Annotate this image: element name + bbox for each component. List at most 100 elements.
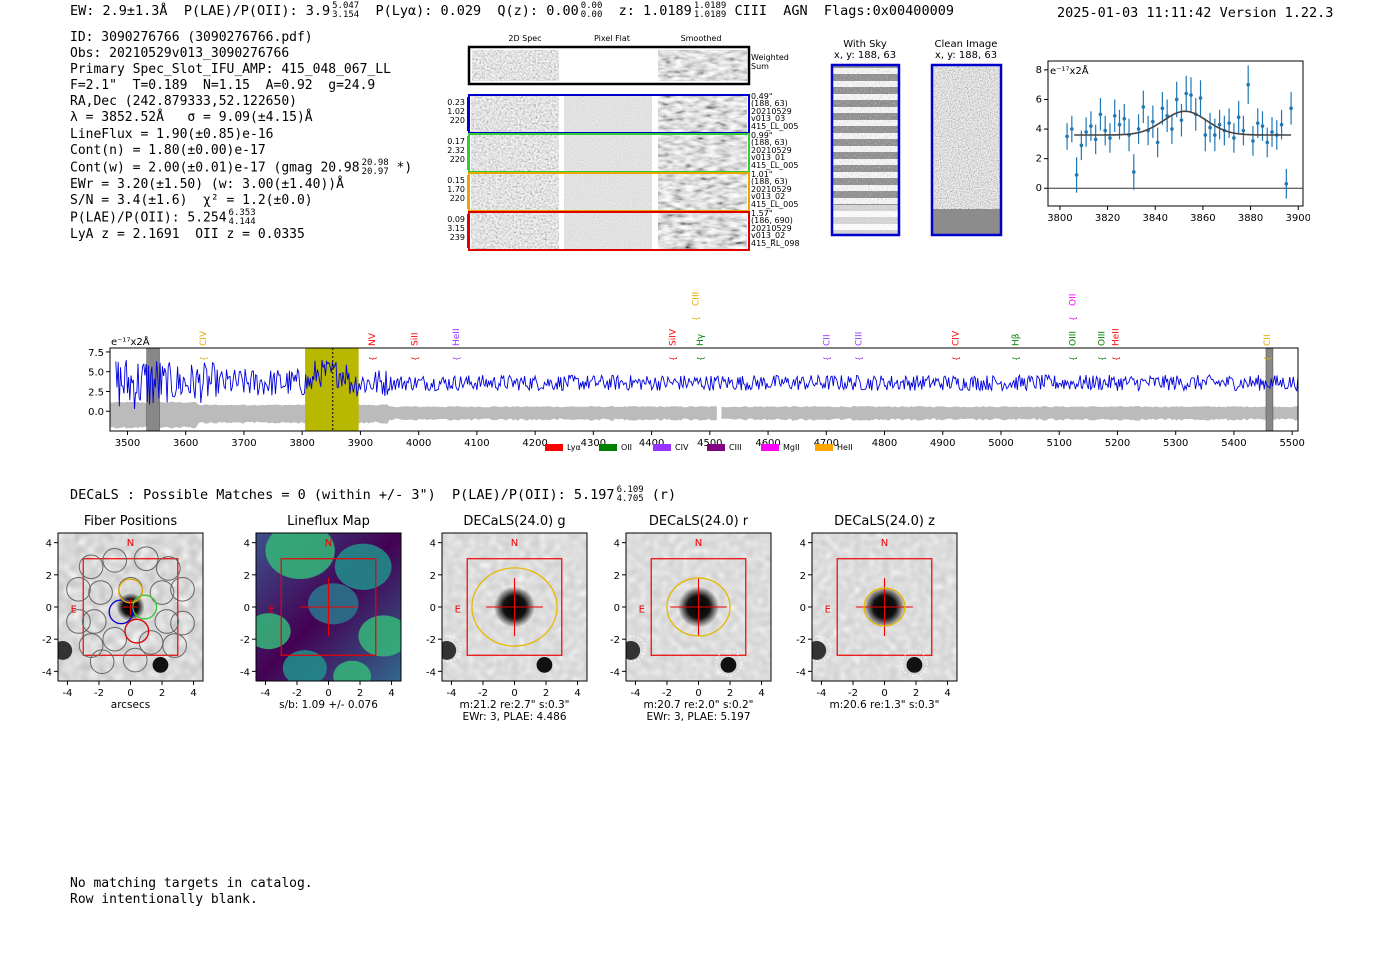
spectrum-xtick-label: 5500 — [1279, 438, 1304, 449]
zoom-xtick-label: 3860 — [1190, 213, 1215, 224]
line-label-bracket: { — [1112, 356, 1121, 361]
zoom-point — [1203, 133, 1208, 137]
spectrum-ytick-label: 2.5 — [88, 387, 104, 398]
legend-label: CIII — [729, 443, 742, 452]
note-blank: Row intentionally blank. — [70, 891, 258, 907]
fiber-footprint — [66, 576, 91, 602]
spectrum-xtick-label: 4900 — [930, 438, 955, 449]
observation: Obs: 20210529v013_3090276766 — [70, 46, 290, 62]
panel-xtick-label: -4 — [630, 688, 640, 699]
panel-xtick-label: -2 — [292, 688, 302, 699]
panel-ytick-label: 2 — [430, 571, 436, 582]
panel-xtick-label: 0 — [881, 688, 887, 699]
fiber-meta-date: 20210529 — [751, 185, 792, 194]
panel-xtick-label: 2 — [913, 688, 919, 699]
panel-lineflux-map: Lineflux Map N E -4 -4 -2 -2 0 0 2 2 4 4 s/b: 1.09 +/… — [240, 514, 402, 711]
spectrum-xtick-label: 3500 — [115, 438, 140, 449]
lineflux-blob — [282, 650, 327, 681]
zoom-point — [1189, 93, 1193, 97]
agn-flag: AGN — [783, 3, 808, 19]
fiber-footprint-highlight — [124, 618, 150, 644]
with-sky-title: With Sky — [843, 39, 887, 50]
spectrum-xtick-label: 4600 — [755, 438, 780, 449]
edge-source — [58, 640, 73, 660]
compass-east: E — [455, 605, 461, 616]
line-label-text: Hγ — [696, 333, 706, 346]
source-ellipse — [471, 567, 558, 647]
fiber-weight: 0.15 — [447, 176, 465, 185]
zoom-point — [1289, 106, 1293, 111]
legend-label: MgII — [783, 443, 800, 452]
clean-title: Clean Image — [935, 39, 998, 50]
spectrum-xtick-label: 5400 — [1221, 438, 1246, 449]
zoom-ytick-label: 8 — [1036, 65, 1042, 76]
aperture-box — [280, 558, 377, 656]
sum-label: Sum — [751, 62, 769, 71]
zoom-point — [1074, 173, 1079, 177]
panel-ytick-label: 2 — [46, 571, 52, 582]
panel-ytick-label: 2 — [800, 571, 806, 582]
spectrum-frame — [109, 347, 1299, 432]
panel-xtick-label: 2 — [543, 688, 549, 699]
zoom-ytick-label: 2 — [1036, 154, 1042, 165]
line-label-bracket: { — [1012, 356, 1021, 361]
zoom-point — [1174, 97, 1179, 102]
clean-image — [930, 63, 1003, 237]
panel-ytick-label: -4 — [796, 667, 806, 678]
fiber-meta-date: 20210529 — [751, 224, 792, 233]
panel-caption: m:21.2 re:2.7" s:0.3" — [460, 699, 570, 711]
detection-info: ID: 3090276766 (3090276766.pdf) Obs: 202… — [70, 30, 412, 243]
detection-id: ID: 3090276766 (3090276766.pdf) — [70, 30, 313, 45]
lya-z-line: LyA z = 2.1691 OII z = 0.0335 — [70, 226, 305, 242]
fiber-dist: 1.70 — [447, 185, 465, 194]
panel-decals-24-0-g: DECaLS(24.0) g N E -4 -4 -2 -2 0 0 2 2 4 4 m:21.2 re:… — [426, 514, 588, 723]
spectrum-ytick-label: 5.0 — [88, 368, 104, 379]
line-label-oiii: OIII { — [1098, 331, 1108, 361]
compass-east: E — [639, 605, 645, 616]
col-smoothed: Smoothed — [681, 34, 722, 43]
lineflux-blob — [256, 613, 291, 650]
compass-east: E — [825, 605, 831, 616]
zoom-point — [1246, 82, 1250, 87]
noise-gap — [716, 348, 722, 431]
fiber-meta-amp: 415_LL_005 — [751, 200, 798, 209]
fiber-meta-dist: 1.01" — [751, 170, 773, 179]
edge-source — [812, 640, 827, 660]
fiber-meta-shot: v013_03 — [751, 114, 785, 123]
edge-source — [626, 640, 641, 660]
fiber-weight: 0.17 — [447, 137, 465, 146]
panel-xtick-label: 4 — [944, 688, 950, 699]
fiber-dist: 1.02 — [447, 107, 465, 116]
panel-xtick-label: -2 — [478, 688, 488, 699]
line-label-bracket: { — [952, 356, 961, 361]
panel-xtick-label: -4 — [446, 688, 456, 699]
line-label-text: CIII — [691, 292, 701, 306]
fiber-2d-spec — [471, 213, 559, 249]
zoom-point — [1217, 122, 1222, 127]
zoom-ytick-label: 0 — [1036, 183, 1042, 194]
legend-label: Lyα — [567, 443, 581, 452]
legend-label: CIV — [675, 443, 689, 452]
fiber-color-tick — [467, 214, 470, 248]
legend-swatch — [761, 444, 779, 451]
fiber-meta-xy: (188, 63) — [751, 99, 788, 108]
panel-ytick-label: -4 — [426, 667, 436, 678]
panel-ytick-label: 0 — [800, 603, 806, 614]
fiber-count: 220 — [450, 155, 465, 164]
line-label-cii: CII { — [1263, 334, 1273, 361]
panel-xtick-label: -4 — [816, 688, 826, 699]
line-label-text: CIII — [854, 332, 864, 346]
fiber-footprint — [170, 576, 195, 602]
fiber-meta-dist: 1.57" — [751, 209, 773, 218]
panel-ytick-label: 0 — [614, 603, 620, 614]
fiber-count: 220 — [450, 194, 465, 203]
spectrum-xtick-label: 4400 — [639, 438, 664, 449]
fiber-footprint — [149, 580, 175, 605]
panel-xtick-label: -4 — [62, 688, 72, 699]
spectrum-xtick-label: 5100 — [1047, 438, 1072, 449]
panel-xtick-label: 0 — [325, 688, 331, 699]
line-label-text: HeII — [452, 328, 462, 346]
version: Version 1.22.3 — [1219, 5, 1334, 21]
imaging-panels: Fiber Positions N E -4 -4 -2 -2 0 0 2 2 4 4 arcsecs Li… — [42, 514, 958, 723]
